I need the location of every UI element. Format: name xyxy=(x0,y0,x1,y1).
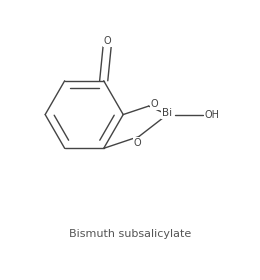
Text: Bismuth subsalicylate: Bismuth subsalicylate xyxy=(69,229,191,239)
Text: O: O xyxy=(103,36,111,46)
Text: O: O xyxy=(151,99,159,109)
Text: Bi: Bi xyxy=(162,108,172,118)
Text: OH: OH xyxy=(205,109,220,120)
Text: O: O xyxy=(133,138,141,148)
